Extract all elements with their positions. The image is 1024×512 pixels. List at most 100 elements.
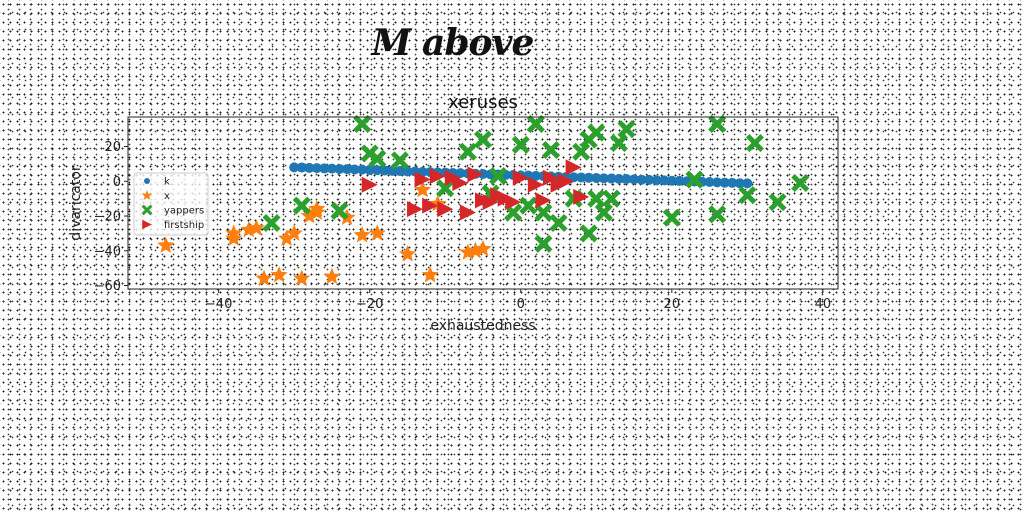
- point-x-17: [398, 245, 416, 262]
- point-k-43: [613, 173, 624, 184]
- point-x-15: [353, 226, 371, 243]
- axes-frame: [127, 116, 839, 290]
- point-x-8: [285, 224, 303, 241]
- point-k-3: [311, 163, 322, 174]
- point-yappers-21: [572, 142, 591, 161]
- point-k-25: [478, 168, 488, 179]
- point-yappers-1: [292, 196, 311, 215]
- point-x-2: [225, 229, 243, 246]
- point-yappers-22: [579, 224, 598, 243]
- ticks-layer: −40 −20 0 20 40 20 0 −20 −40 −60: [94, 140, 832, 312]
- point-yappers-29: [617, 120, 636, 139]
- point-x-12: [308, 200, 326, 217]
- x-tick-label-4: 40: [815, 297, 832, 312]
- point-x-6: [270, 266, 288, 283]
- point-k-57: [719, 177, 730, 188]
- legend-label-3: firstship: [164, 220, 204, 231]
- point-k-7: [342, 164, 353, 175]
- point-firstship-14: [505, 194, 522, 211]
- point-firstship-8: [459, 204, 476, 221]
- point-firstship-4: [429, 168, 446, 185]
- legend-marker-1: [141, 190, 153, 200]
- point-k-14: [394, 166, 405, 177]
- point-k-4: [319, 163, 330, 174]
- point-yappers-36: [768, 193, 787, 212]
- point-k-58: [727, 177, 738, 188]
- point-k-40: [591, 172, 602, 183]
- point-k-9: [357, 164, 368, 175]
- y-tick-label-1: 0: [113, 175, 121, 190]
- point-k-42: [606, 173, 617, 184]
- point-k-38: [576, 172, 587, 183]
- point-k-50: [666, 175, 677, 186]
- legend-marker-3: [142, 219, 152, 230]
- point-k-55: [704, 176, 715, 187]
- point-firstship-7: [452, 175, 469, 192]
- y-tick-label-2: −20: [94, 210, 121, 225]
- point-yappers-28: [609, 134, 628, 153]
- figure-title: M above: [371, 22, 535, 64]
- point-yappers-13: [511, 135, 530, 154]
- point-firstship-22: [573, 188, 590, 205]
- point-x-10: [300, 207, 318, 224]
- point-yappers-12: [504, 203, 523, 222]
- point-yappers-27: [602, 189, 621, 208]
- point-x-18: [414, 181, 432, 198]
- legend-label-2: yappers: [164, 206, 204, 217]
- point-firstship-20: [558, 173, 575, 190]
- chart-title: xeruses: [448, 92, 518, 113]
- point-yappers-30: [662, 208, 681, 227]
- point-x-16: [368, 224, 386, 241]
- point-yappers-37: [791, 173, 810, 193]
- legend-label-1: x: [164, 191, 170, 202]
- point-firstship-1: [407, 201, 424, 218]
- point-x-4: [247, 219, 265, 236]
- point-yappers-7: [436, 179, 455, 198]
- legend-marker-0: [144, 178, 150, 184]
- point-yappers-14: [519, 196, 538, 215]
- point-k-60: [742, 178, 753, 189]
- point-yappers-33: [708, 114, 727, 133]
- x-tick-label-2: 0: [517, 297, 525, 312]
- y-axis-label: divaricator: [68, 165, 84, 241]
- point-yappers-35: [745, 134, 764, 153]
- point-k-10: [364, 164, 375, 175]
- point-yappers-32: [708, 205, 727, 224]
- point-k-49: [659, 175, 670, 186]
- point-firstship-17: [535, 192, 552, 209]
- point-firstship-15: [512, 169, 529, 186]
- point-x-5: [255, 269, 273, 286]
- point-k-39: [583, 172, 594, 183]
- point-yappers-11: [489, 167, 508, 186]
- x-tick-label-1: −20: [356, 297, 383, 312]
- point-firstship-0: [361, 176, 378, 193]
- x-tick-label-3: 20: [664, 297, 681, 312]
- point-x-7: [278, 229, 296, 246]
- point-yappers-15: [526, 114, 545, 133]
- point-k-0: [289, 162, 300, 173]
- marks-layer: [157, 114, 810, 286]
- point-yappers-24: [587, 123, 606, 142]
- point-yappers-25: [587, 189, 606, 208]
- point-yappers-17: [534, 203, 553, 222]
- point-k-22: [455, 168, 466, 179]
- legend-marker-2: [141, 204, 153, 216]
- point-k-6: [334, 163, 345, 174]
- point-k-32: [530, 170, 541, 181]
- point-k-1: [296, 162, 307, 173]
- point-yappers-3: [353, 114, 372, 133]
- point-yappers-26: [594, 203, 613, 222]
- point-firstship-21: [565, 159, 582, 176]
- point-yappers-2: [330, 201, 349, 220]
- point-k-56: [712, 177, 723, 188]
- point-k-11: [372, 165, 383, 176]
- point-yappers-16: [534, 234, 553, 253]
- y-tick-label-4: −60: [94, 279, 121, 294]
- y-tick-label-3: −40: [94, 244, 121, 259]
- point-yappers-6: [390, 151, 409, 170]
- point-yappers-0: [262, 213, 281, 233]
- point-k-48: [651, 175, 662, 186]
- point-x-0: [157, 236, 175, 253]
- x-tick-label-0: −40: [205, 297, 232, 312]
